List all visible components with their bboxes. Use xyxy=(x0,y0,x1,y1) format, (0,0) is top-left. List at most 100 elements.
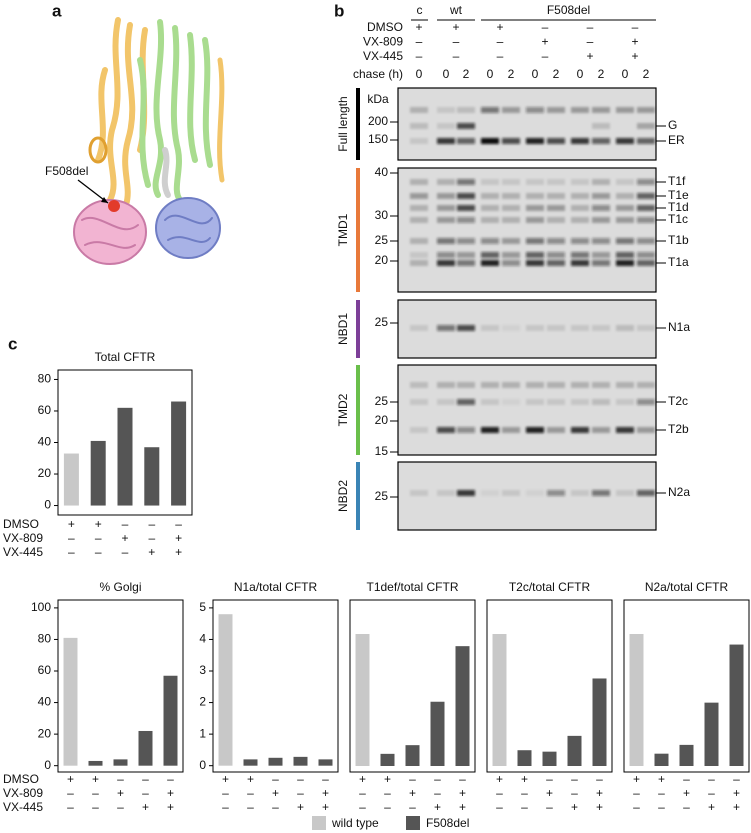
kda-marker: 25 xyxy=(375,315,389,329)
bar xyxy=(88,760,103,766)
gel-band xyxy=(547,205,565,211)
plot-frame xyxy=(349,599,476,773)
gel-band xyxy=(547,138,565,144)
treatment-label: VX-809 xyxy=(3,786,43,800)
gel-band xyxy=(457,260,475,266)
gel-band xyxy=(592,193,610,199)
gel-band xyxy=(616,260,634,266)
gel-band xyxy=(547,260,565,266)
gel-band xyxy=(481,123,499,129)
treatment-mark: – xyxy=(272,800,279,814)
treatment-mark: + xyxy=(459,786,466,800)
gel-band xyxy=(481,399,499,405)
bar xyxy=(171,401,187,506)
gel-band xyxy=(616,107,634,113)
treatment-mark: – xyxy=(272,772,279,786)
bar xyxy=(654,753,669,766)
gel-band xyxy=(502,252,520,258)
kda-marker: 20 xyxy=(375,413,389,427)
bar xyxy=(144,447,160,506)
gel-strip xyxy=(397,167,657,293)
treatment-mark: + xyxy=(92,772,99,786)
gel-band xyxy=(637,179,655,185)
treatment-mark: – xyxy=(542,20,549,34)
treatment-mark: + xyxy=(658,772,665,786)
treatment-mark: + xyxy=(541,35,548,49)
section-color-bar xyxy=(356,88,360,160)
gel-band xyxy=(526,193,544,199)
treatment-mark: + xyxy=(142,800,149,814)
treatment-mark: – xyxy=(434,772,441,786)
treatment-mark: – xyxy=(409,772,416,786)
gel-band xyxy=(481,427,499,433)
gel-band xyxy=(571,238,589,244)
treatment-mark: – xyxy=(453,35,460,49)
gel-band xyxy=(410,325,428,331)
treatment-mark: + xyxy=(683,786,690,800)
treatment-mark: – xyxy=(222,800,229,814)
gel-band xyxy=(571,107,589,113)
kda-marker: 200 xyxy=(368,114,388,128)
gel-band xyxy=(547,238,565,244)
treatment-mark: – xyxy=(359,786,366,800)
gel-band xyxy=(502,382,520,388)
gel-band xyxy=(571,260,589,266)
treatment-mark: – xyxy=(95,531,102,545)
treatment-mark: + xyxy=(631,35,638,49)
treatment-mark: – xyxy=(122,517,129,531)
treatment-mark: – xyxy=(117,772,124,786)
treatment-mark: – xyxy=(92,786,99,800)
gel-band xyxy=(457,205,475,211)
treatment-mark: + xyxy=(586,49,593,63)
gel-band xyxy=(526,238,544,244)
treatment-mark: + xyxy=(496,772,503,786)
treatment-mark: – xyxy=(117,800,124,814)
arrow-head xyxy=(101,197,108,203)
treatment-mark: – xyxy=(68,545,75,559)
gel-band xyxy=(637,382,655,388)
gel-band xyxy=(616,205,634,211)
gel-band xyxy=(592,260,610,266)
gel-band xyxy=(457,217,475,223)
treatment-mark: + xyxy=(68,517,75,531)
gel-band xyxy=(526,123,544,129)
treatment-mark: – xyxy=(546,772,553,786)
section-color-bar xyxy=(356,365,360,455)
kda-marker: 25 xyxy=(375,233,389,247)
treatment-mark: – xyxy=(416,49,423,63)
band-label: ER xyxy=(668,133,685,147)
treatment-mark: – xyxy=(434,786,441,800)
bar xyxy=(63,637,78,766)
treatment-mark: – xyxy=(95,545,102,559)
gel-band xyxy=(502,260,520,266)
chase-value: 2 xyxy=(463,67,470,81)
gel-band xyxy=(457,238,475,244)
bar xyxy=(492,634,507,766)
band-label: T1a xyxy=(668,255,689,269)
treatment-mark: + xyxy=(521,772,528,786)
bar xyxy=(355,634,370,766)
gel-band xyxy=(637,490,655,496)
treatment-mark: + xyxy=(571,800,578,814)
gel-band xyxy=(547,325,565,331)
treatment-mark: – xyxy=(384,786,391,800)
gel-band xyxy=(592,490,610,496)
gel-band xyxy=(526,260,544,266)
bar xyxy=(113,759,128,766)
gel-band xyxy=(571,427,589,433)
gel-band xyxy=(616,399,634,405)
gel-band xyxy=(481,138,499,144)
gel-band xyxy=(437,138,455,144)
gel-band xyxy=(547,252,565,258)
gel-band xyxy=(616,217,634,223)
treatment-mark: – xyxy=(148,517,155,531)
band-label: T1d xyxy=(668,200,689,214)
chase-value: 2 xyxy=(598,67,605,81)
treatment-mark: – xyxy=(632,20,639,34)
gel-band xyxy=(616,427,634,433)
treatment-mark: + xyxy=(359,772,366,786)
kda-marker: 150 xyxy=(368,132,388,146)
treatment-mark: – xyxy=(148,531,155,545)
treatment-mark: – xyxy=(297,772,304,786)
y-tick-label: 0 xyxy=(44,498,51,512)
